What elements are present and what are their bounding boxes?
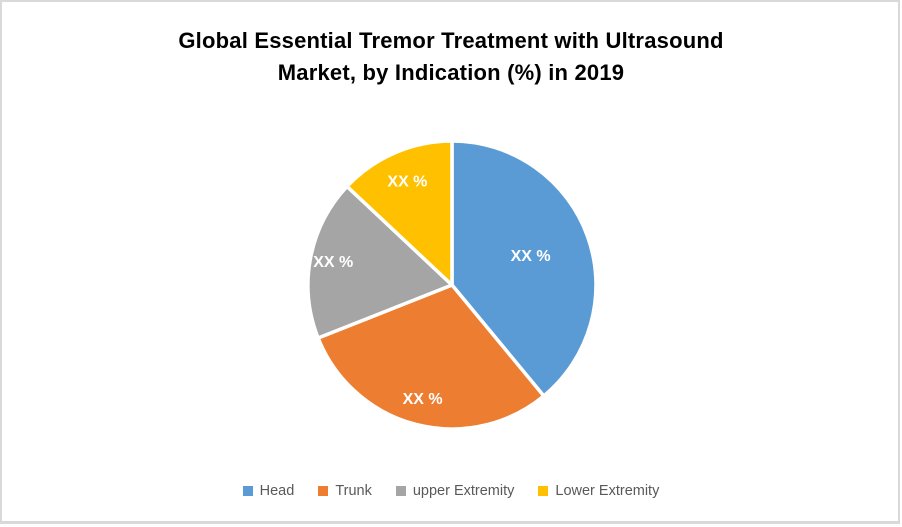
legend-swatch-upper-extremity-icon: [395, 486, 406, 496]
pie-slice-head[interactable]: [450, 139, 598, 398]
legend-label-trunk: Trunk: [335, 483, 372, 499]
legend-swatch-head-icon: [242, 486, 253, 496]
legend-label-upper-extremity: upper Extremity: [412, 483, 515, 499]
legend-label-lower-extremity: Lower Extremity: [555, 483, 660, 499]
slice-data-label-trunk: XX %: [403, 391, 443, 408]
pie-slice-upper-extremity[interactable]: [306, 184, 454, 340]
chart-title-line-2: Market, by Indication (%) in 2019: [277, 60, 625, 85]
slice-data-label-head: XX %: [511, 248, 551, 265]
pie-slice-lower-extremity[interactable]: [345, 139, 454, 287]
slice-data-label-upper-extremity: XX %: [313, 254, 353, 271]
legend-item-trunk[interactable]: Trunk: [318, 483, 372, 499]
pie-slice-trunk[interactable]: [316, 283, 546, 431]
legend-swatch-lower-extremity-icon: [538, 486, 549, 496]
legend: Head Trunk upper Extremity Lower Extremity: [0, 483, 902, 499]
legend-label-head: Head: [259, 483, 295, 499]
legend-item-head[interactable]: Head: [242, 483, 295, 499]
legend-item-upper-extremity[interactable]: upper Extremity: [395, 483, 515, 499]
chart-title-line-1: Global Essential Tremor Treatment with U…: [178, 28, 724, 53]
slice-data-label-lower-extremity: XX %: [387, 173, 427, 190]
chart-title: Global Essential Tremor Treatment with U…: [0, 25, 902, 89]
legend-swatch-trunk-icon: [318, 486, 329, 496]
legend-item-lower-extremity[interactable]: Lower Extremity: [538, 483, 659, 499]
